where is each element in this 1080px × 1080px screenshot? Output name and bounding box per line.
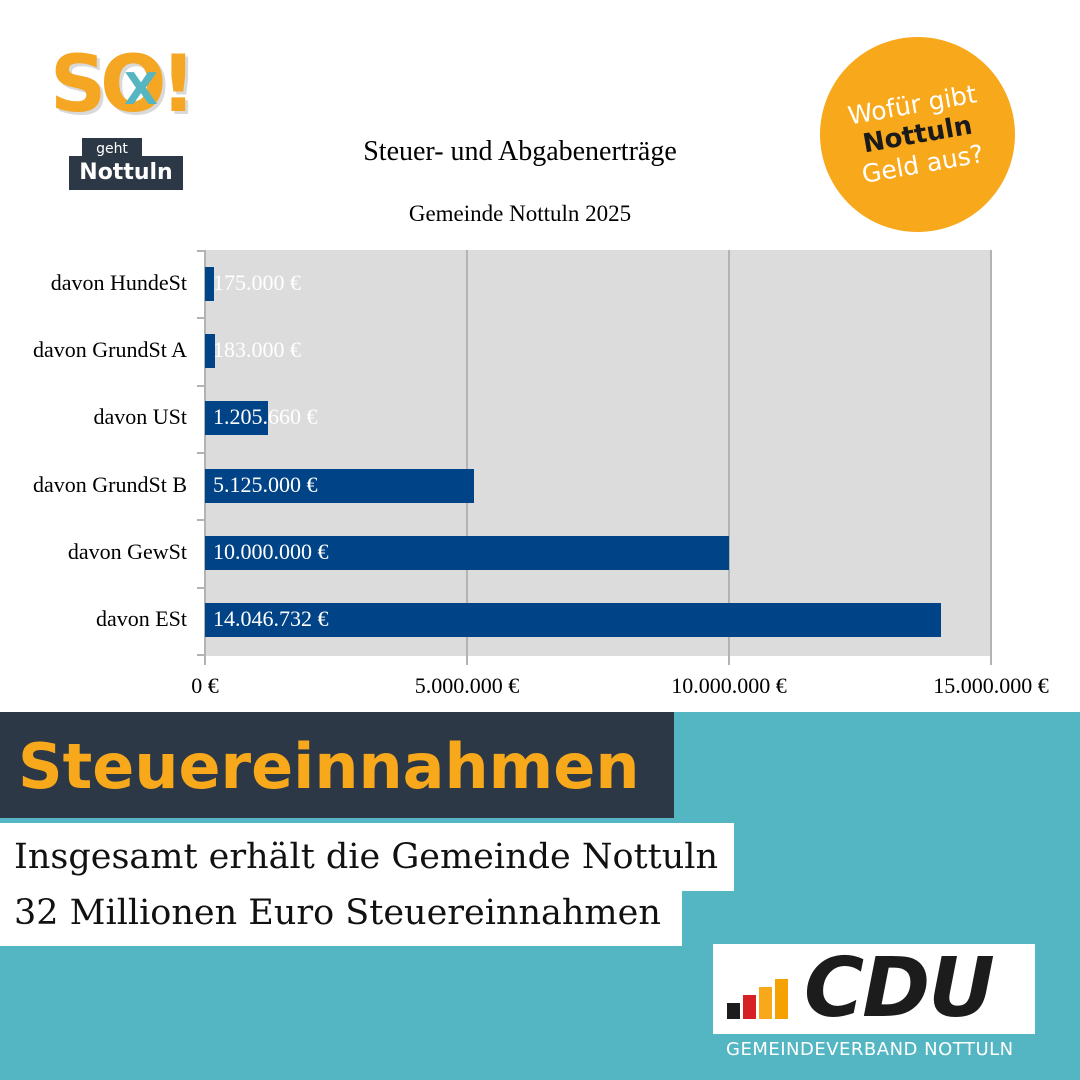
cdu-subtitle: GEMEINDEVERBAND NOTTULN	[726, 1039, 1014, 1060]
x-tick-label: 15.000.000 €	[933, 673, 1049, 698]
category-label: davon ESt	[95, 606, 187, 631]
y-tick-mark	[197, 587, 205, 589]
y-tick-mark	[197, 317, 205, 319]
bar-value-label: 5.125.000 €	[213, 472, 318, 497]
summary-line-2: 32 Millionen Euro Steuereinnahmen	[0, 880, 682, 946]
category-label: davon GrundSt A	[33, 337, 187, 362]
logo-geht-text: geht	[82, 138, 142, 160]
x-tick-label: 0 €	[191, 673, 219, 698]
bar	[205, 334, 215, 368]
bar	[205, 469, 474, 503]
bar-value-label: 183.000 €	[213, 337, 301, 362]
bar	[205, 603, 942, 637]
y-tick-mark	[197, 385, 205, 387]
so-geht-nottuln-logo: SO! X geht Nottuln	[50, 46, 215, 192]
bar-value-label: 10.000.000 €	[213, 539, 329, 564]
question-badge: Wofür gibt Nottuln Geld aus?	[820, 37, 1015, 232]
y-tick-mark	[197, 654, 205, 656]
bar	[205, 401, 269, 435]
logo-x-mark: X	[124, 64, 158, 115]
bar	[205, 267, 215, 301]
chart-title: Steuer- und Abgabenerträge	[363, 136, 677, 167]
category-label: davon USt	[93, 404, 188, 429]
cdu-stripe-black	[727, 1003, 740, 1019]
y-tick-mark	[197, 519, 205, 521]
cdu-stripe-gold	[759, 987, 772, 1019]
heading-background	[0, 712, 674, 818]
logo-town-text: Nottuln	[79, 160, 173, 185]
logo-so-text: SO!	[50, 40, 196, 130]
plot-area	[205, 250, 991, 656]
x-tick-label: 5.000.000 €	[414, 673, 520, 698]
y-tick-mark	[197, 452, 205, 454]
page-heading: Steuereinnahmen	[18, 730, 640, 803]
summary-line-1: Insgesamt erhält die Gemeinde Nottuln	[0, 823, 734, 891]
cdu-logo-text: CDU	[804, 941, 995, 1036]
y-tick-mark	[197, 250, 205, 252]
category-label: davon HundeSt	[50, 270, 187, 295]
bar-value-label: 1.205.660 €	[213, 404, 318, 429]
x-gridline	[990, 250, 992, 665]
logo-box	[69, 156, 183, 190]
category-label: davon GewSt	[67, 539, 187, 564]
x-gridline	[466, 250, 468, 665]
category-label: davon GrundSt B	[33, 472, 187, 497]
bar	[205, 536, 729, 570]
cdu-stripe-orange	[775, 979, 788, 1019]
chart-subtitle: Gemeinde Nottuln 2025	[408, 201, 632, 226]
bar-value-label: 175.000 €	[213, 270, 301, 295]
cdu-stripe-red	[743, 995, 756, 1019]
x-gridline	[204, 250, 206, 665]
x-gridline	[728, 250, 730, 665]
x-tick-label: 10.000.000 €	[671, 673, 787, 698]
bar-value-label: 14.046.732 €	[213, 606, 329, 631]
